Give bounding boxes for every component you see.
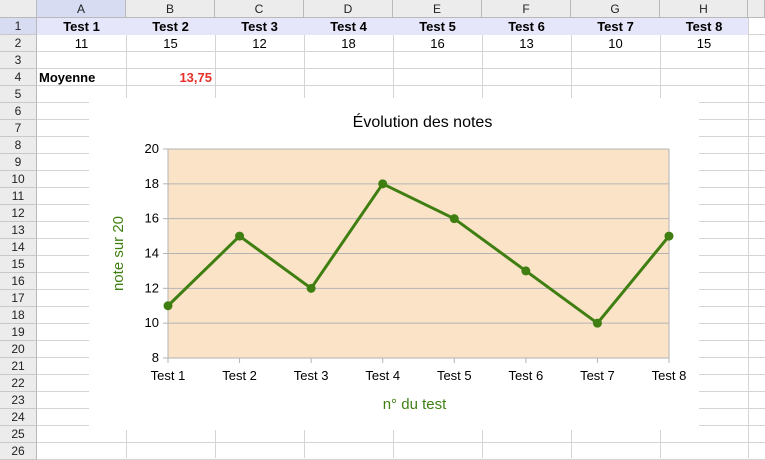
grid-row-line xyxy=(37,85,765,86)
grid-row-line xyxy=(37,51,765,52)
row-header-14[interactable]: 14 xyxy=(0,239,37,256)
y-tick-label: 18 xyxy=(145,176,159,191)
x-tick-label: Test 6 xyxy=(509,368,544,383)
cell-a1-header[interactable]: Test 1 xyxy=(63,19,100,34)
cell-e1-header[interactable]: Test 5 xyxy=(419,19,456,34)
x-tick-label: Test 8 xyxy=(652,368,687,383)
cell-g1-header[interactable]: Test 7 xyxy=(597,19,634,34)
row-header-16[interactable]: 16 xyxy=(0,273,37,290)
cell-e2-score[interactable]: 16 xyxy=(430,36,445,51)
grid-row-line xyxy=(37,68,765,69)
y-tick-label: 16 xyxy=(145,211,159,226)
x-tick-label: Test 3 xyxy=(294,368,329,383)
row-header-5[interactable]: 5 xyxy=(0,86,37,103)
row-header-7[interactable]: 7 xyxy=(0,120,37,137)
row-header-10[interactable]: 10 xyxy=(0,171,37,188)
data-point xyxy=(592,318,602,328)
column-header-f[interactable]: F xyxy=(482,0,571,18)
column-header-d[interactable]: D xyxy=(304,0,393,18)
cell-d2-score[interactable]: 18 xyxy=(341,36,356,51)
row-header-11[interactable]: 11 xyxy=(0,188,37,205)
column-header-b[interactable]: B xyxy=(126,0,215,18)
chart-title: Évolution des notes xyxy=(353,112,493,131)
row-header-19[interactable]: 19 xyxy=(0,324,37,341)
row-header-4[interactable]: 4 xyxy=(0,69,37,86)
column-header-a[interactable]: A xyxy=(37,0,126,18)
data-point xyxy=(163,301,173,311)
column-header-c[interactable]: C xyxy=(215,0,304,18)
row-header-22[interactable]: 22 xyxy=(0,375,37,392)
grid-row-line xyxy=(37,442,765,443)
row-header-15[interactable]: 15 xyxy=(0,256,37,273)
row-header-17[interactable]: 17 xyxy=(0,290,37,307)
y-tick-label: 20 xyxy=(145,141,159,156)
series-line xyxy=(166,182,671,325)
data-point xyxy=(521,266,531,276)
line-chart[interactable]: 8 10 12 14 16 18 20 Test 1 Test 2 Test 3 Test 4 Tes… xyxy=(89,98,699,430)
cell-a4-label[interactable]: Moyenne xyxy=(39,70,96,85)
x-axis-title: n° du test xyxy=(383,396,447,413)
y-tick-label: 12 xyxy=(145,280,159,295)
x-tick-label: Test 5 xyxy=(437,368,472,383)
cell-f2-score[interactable]: 13 xyxy=(519,36,534,51)
row-header-6[interactable]: 6 xyxy=(0,103,37,120)
x-tick-label: Test 1 xyxy=(151,368,186,383)
x-tick-label: Test 7 xyxy=(580,368,615,383)
row-header-12[interactable]: 12 xyxy=(0,205,37,222)
cell-h2-score[interactable]: 15 xyxy=(696,36,712,51)
row-header-23[interactable]: 23 xyxy=(0,392,37,409)
row-header-2[interactable]: 2 xyxy=(0,35,37,52)
data-point xyxy=(449,214,459,224)
data-point xyxy=(235,231,245,241)
row-header-18[interactable]: 18 xyxy=(0,307,37,324)
cell-g2-score[interactable]: 10 xyxy=(608,36,623,51)
row-header-20[interactable]: 20 xyxy=(0,341,37,358)
cell-b1-header[interactable]: Test 2 xyxy=(152,19,189,34)
data-point xyxy=(664,231,674,241)
chart-svg: 8 10 12 14 16 18 20 Test 1 Test 2 Test 3 Test 4 Tes… xyxy=(110,112,687,413)
row-header-1[interactable]: 1 xyxy=(0,18,37,35)
cell-c2-score[interactable]: 12 xyxy=(252,36,267,51)
column-header-e[interactable]: E xyxy=(393,0,482,18)
y-axis-title: note sur 20 xyxy=(110,216,127,291)
cell-f1-header[interactable]: Test 6 xyxy=(508,19,545,34)
row-header-21[interactable]: 21 xyxy=(0,358,37,375)
row-header-13[interactable]: 13 xyxy=(0,222,37,239)
column-header-h[interactable]: H xyxy=(660,0,748,18)
select-all-corner[interactable] xyxy=(0,0,37,18)
cell-c1-header[interactable]: Test 3 xyxy=(241,19,278,34)
row-1-highlight xyxy=(37,18,748,35)
cell-b2-score[interactable]: 15 xyxy=(163,36,178,51)
cell-h1-header[interactable]: Test 8 xyxy=(685,19,723,34)
cell-b4-average[interactable]: 13,75 xyxy=(179,70,212,85)
row-header-25[interactable]: 25 xyxy=(0,426,37,443)
x-tick-label: Test 4 xyxy=(365,368,400,383)
y-tick-label: 14 xyxy=(145,246,159,261)
row-header-3[interactable]: 3 xyxy=(0,52,37,69)
y-tick-label: 8 xyxy=(152,350,159,365)
row-header-8[interactable]: 8 xyxy=(0,137,37,154)
cell-d1-header[interactable]: Test 4 xyxy=(330,19,367,34)
row-header-26[interactable]: 26 xyxy=(0,443,37,460)
column-header-g[interactable]: G xyxy=(571,0,660,18)
row-header-9[interactable]: 9 xyxy=(0,154,37,171)
cell-a2-score[interactable]: 11 xyxy=(74,36,89,51)
data-point xyxy=(378,179,388,189)
y-tick-label: 10 xyxy=(145,315,159,330)
row-header-24[interactable]: 24 xyxy=(0,409,37,426)
x-tick-label: Test 2 xyxy=(222,368,257,383)
column-header-next[interactable] xyxy=(748,0,765,18)
data-point xyxy=(306,283,316,293)
